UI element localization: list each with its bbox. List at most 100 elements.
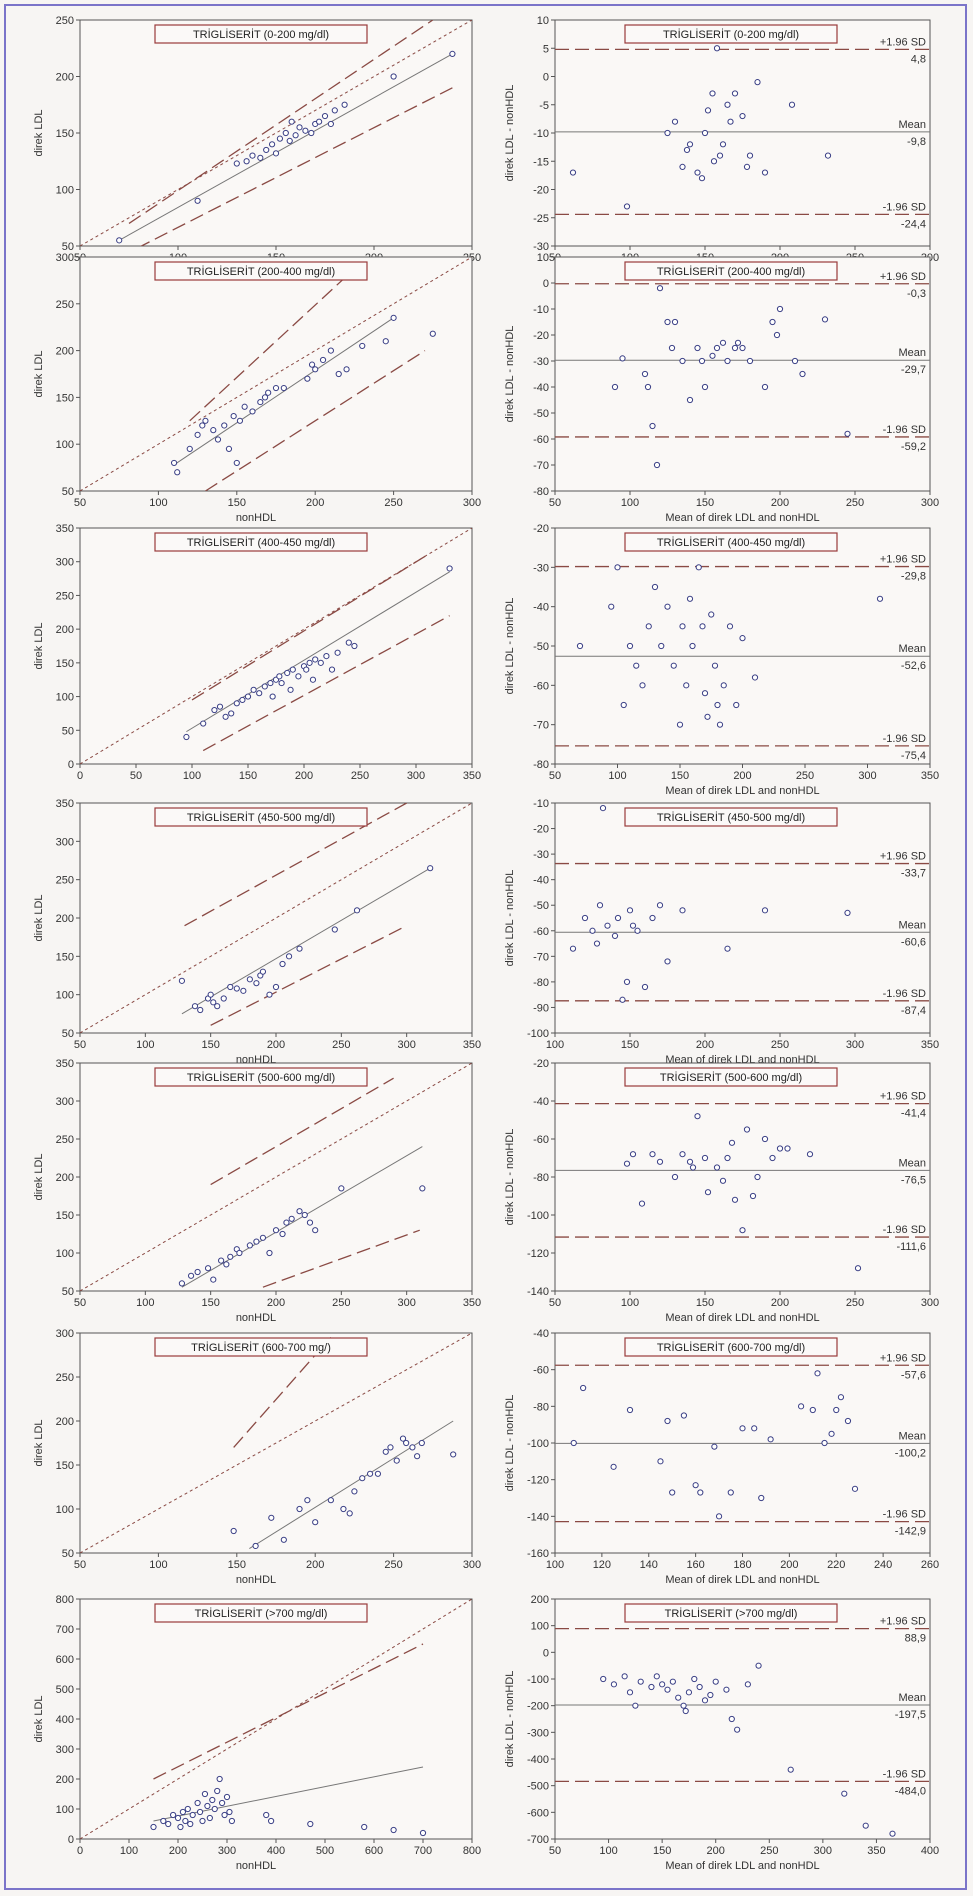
data-point bbox=[233, 700, 240, 707]
data-point bbox=[204, 1802, 211, 1810]
data-point bbox=[233, 160, 240, 167]
x-tick-label: 50 bbox=[549, 497, 561, 509]
data-point bbox=[671, 318, 679, 326]
data-point bbox=[686, 396, 694, 404]
data-point bbox=[210, 1276, 217, 1283]
x-tick-label: 300 bbox=[397, 1297, 415, 1309]
chart-panel-9: 50 100 150 200 250 300 350 50 100 150 200 250 300 350… bbox=[33, 1058, 481, 1324]
x-tick-label: 350 bbox=[463, 1297, 481, 1309]
data-point bbox=[713, 344, 721, 352]
data-point bbox=[715, 1513, 723, 1520]
data-point bbox=[701, 1154, 709, 1162]
lower-label: -1.96 SD bbox=[883, 733, 926, 745]
mean-label: Mean bbox=[898, 1157, 926, 1169]
data-point bbox=[614, 564, 621, 571]
y-tick-label: -400 bbox=[527, 1754, 549, 1766]
data-point bbox=[626, 907, 634, 914]
data-point bbox=[261, 683, 268, 690]
y-tick-label: -100 bbox=[527, 1028, 549, 1040]
y-tick-label: -70 bbox=[533, 720, 549, 732]
data-point bbox=[701, 690, 709, 697]
chart-panel-3: 50 100 150 200 250 300 50 100 150 200 250 300 nonHDL… bbox=[33, 252, 481, 524]
y-tick-label: 200 bbox=[56, 1172, 74, 1184]
y-tick-label: 100 bbox=[56, 1504, 74, 1516]
title-box bbox=[154, 24, 368, 44]
data-point bbox=[679, 1151, 686, 1158]
data-point bbox=[268, 1817, 275, 1825]
data-point bbox=[670, 662, 677, 669]
chart-title: TRİGLİSERİT (600-700 mg/dl) bbox=[657, 1341, 805, 1354]
data-point bbox=[220, 995, 227, 1002]
x-tick-label: 250 bbox=[384, 497, 402, 509]
mean-label: Mean bbox=[898, 1430, 926, 1442]
data-point bbox=[701, 383, 709, 391]
data-point bbox=[656, 902, 664, 909]
title-box bbox=[154, 1337, 368, 1357]
data-point bbox=[659, 1681, 666, 1688]
upper-label: +1.96 SD bbox=[880, 1091, 926, 1103]
data-point bbox=[570, 1439, 577, 1447]
data-point bbox=[184, 1805, 191, 1813]
x-tick-label: 50 bbox=[130, 770, 142, 782]
data-point bbox=[179, 1808, 186, 1816]
x-tick-label: 250 bbox=[846, 1297, 864, 1309]
data-point bbox=[160, 1817, 167, 1825]
data-point bbox=[312, 366, 319, 373]
data-point bbox=[292, 132, 299, 139]
data-point bbox=[219, 1799, 226, 1807]
y-tick-label: 100 bbox=[56, 692, 74, 704]
data-point bbox=[327, 1497, 334, 1504]
identity-line bbox=[80, 1599, 472, 1839]
data-point bbox=[244, 693, 252, 700]
data-point bbox=[196, 1808, 204, 1816]
data-point bbox=[341, 101, 348, 108]
y-tick-label: -700 bbox=[527, 1834, 549, 1846]
data-point bbox=[686, 141, 694, 148]
data-point bbox=[593, 940, 601, 947]
mean-value: -60,6 bbox=[901, 936, 926, 948]
y-tick-label: 150 bbox=[56, 128, 74, 140]
x-tick-label: 300 bbox=[407, 770, 425, 782]
data-point bbox=[734, 1726, 741, 1733]
x-axis-label: Mean of direk LDL and nonHDL bbox=[665, 785, 819, 797]
y-tick-label: -10 bbox=[533, 798, 549, 810]
y-axis-label: direk LDL bbox=[33, 1419, 45, 1466]
mean-value: -197,5 bbox=[895, 1709, 926, 1721]
data-point bbox=[876, 595, 884, 602]
data-point bbox=[282, 129, 289, 137]
data-point bbox=[174, 469, 181, 476]
data-point bbox=[679, 357, 686, 365]
data-point bbox=[620, 701, 627, 709]
chart-title: TRİGLİSERİT (0-200 mg/dl) bbox=[193, 28, 329, 41]
data-point bbox=[623, 1160, 631, 1167]
y-tick-label: 300 bbox=[56, 836, 74, 848]
data-point bbox=[724, 101, 731, 108]
data-point bbox=[676, 721, 684, 728]
data-point bbox=[261, 394, 269, 401]
identity-line bbox=[80, 1333, 472, 1553]
data-point bbox=[216, 1775, 223, 1783]
data-point bbox=[272, 150, 280, 157]
mean-label: Mean bbox=[898, 919, 926, 931]
x-tick-label: 50 bbox=[549, 1297, 561, 1309]
data-point bbox=[576, 642, 584, 650]
data-point bbox=[116, 237, 123, 244]
data-point bbox=[228, 1817, 235, 1825]
data-point bbox=[419, 1829, 427, 1837]
data-point bbox=[206, 1814, 213, 1822]
data-point bbox=[713, 45, 721, 52]
data-point bbox=[249, 152, 256, 159]
x-tick-label: 250 bbox=[846, 497, 864, 509]
data-point bbox=[664, 129, 671, 137]
y-tick-label: 10 bbox=[537, 15, 549, 27]
data-point bbox=[724, 945, 731, 952]
y-tick-label: 150 bbox=[56, 392, 74, 404]
y-tick-label: 600 bbox=[56, 1654, 74, 1666]
lower-limit-line bbox=[139, 87, 453, 246]
data-point bbox=[239, 696, 246, 704]
data-point bbox=[611, 383, 619, 391]
data-point bbox=[226, 1808, 233, 1816]
plot-content bbox=[555, 1103, 930, 1272]
mean-value: -52,6 bbox=[901, 660, 926, 672]
